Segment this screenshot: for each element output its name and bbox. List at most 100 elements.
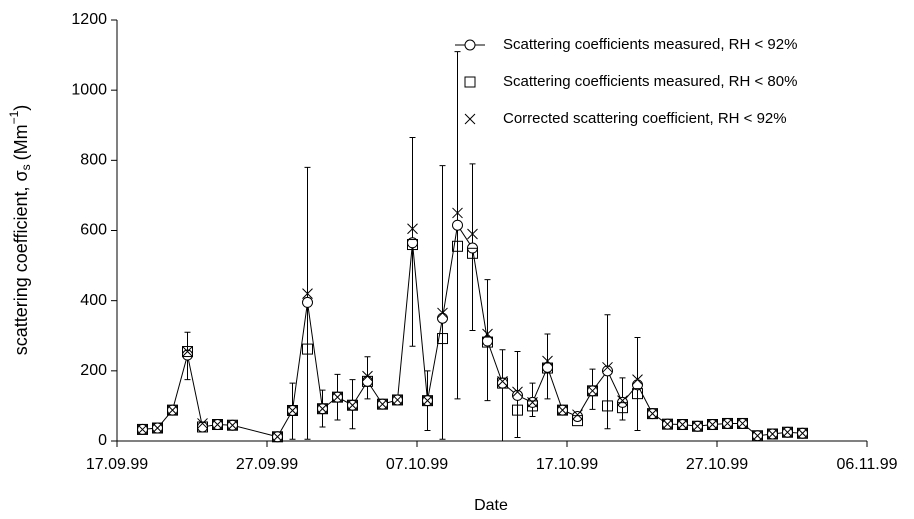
- square-marker: [557, 404, 568, 416]
- square-marker: [407, 239, 418, 251]
- square-marker: [332, 391, 343, 403]
- square-marker: [542, 362, 553, 374]
- square-marker: [617, 402, 628, 414]
- x-tick-label: 17.10.99: [536, 456, 598, 473]
- y-tick-label: 200: [80, 362, 107, 379]
- cross-marker: [617, 395, 628, 407]
- circle-marker: [437, 312, 448, 324]
- square-marker: [437, 333, 448, 345]
- cross-marker: [722, 418, 733, 429]
- cross-marker: [692, 420, 703, 432]
- legend-label: Scattering coefficients measured, RH < 9…: [503, 36, 797, 53]
- circle-marker: [452, 219, 463, 231]
- cross-marker: [497, 376, 508, 387]
- y-label-sup: −1: [7, 110, 21, 124]
- x-tick-label: 07.10.99: [386, 456, 448, 473]
- legend-label: Scattering coefficients measured, RH < 8…: [503, 73, 797, 90]
- x-tick-label: 27.10.99: [686, 456, 748, 473]
- square-marker: [512, 404, 523, 416]
- cross-marker: [677, 419, 688, 430]
- cross-marker: [377, 398, 388, 410]
- circle-marker: [572, 410, 583, 422]
- square-marker: [497, 377, 508, 389]
- error-bar: [499, 349, 506, 442]
- circle-marker: [512, 389, 523, 401]
- square-marker: [377, 398, 388, 410]
- cross-marker: [707, 419, 718, 430]
- square-marker: [677, 419, 688, 431]
- legend-marker: [464, 76, 476, 88]
- cross-marker: [737, 418, 748, 429]
- square-marker: [602, 400, 613, 412]
- y-tick-label: 800: [80, 152, 107, 169]
- cross-marker: [662, 418, 673, 430]
- square-marker: [167, 404, 178, 416]
- circle-marker: [362, 375, 373, 387]
- cross-marker: [602, 361, 613, 373]
- cross-marker: [467, 228, 478, 240]
- square-marker: [392, 394, 403, 406]
- cross-marker: [587, 385, 598, 397]
- square-marker: [467, 247, 478, 259]
- square-marker: [632, 388, 643, 400]
- x-tick-label: 27.09.99: [236, 456, 298, 473]
- square-marker: [482, 336, 493, 348]
- square-marker: [287, 404, 298, 416]
- cross-marker: [287, 405, 298, 416]
- square-marker: [737, 417, 748, 429]
- cross-marker: [752, 430, 763, 442]
- square-marker: [797, 427, 808, 439]
- cross-marker: [407, 223, 418, 235]
- square-marker: [452, 240, 463, 252]
- cross-marker: [572, 409, 583, 421]
- cross-marker: [557, 404, 568, 416]
- cross-marker: [512, 386, 523, 398]
- square-marker: [197, 421, 208, 433]
- square-marker: [587, 385, 598, 397]
- square-marker: [272, 431, 283, 443]
- cross-marker: [452, 207, 463, 219]
- cross-marker: [302, 288, 313, 300]
- square-marker: [227, 419, 238, 431]
- y-label-sub: s: [19, 164, 33, 170]
- y-label-unit: (Mm: [11, 124, 31, 160]
- square-marker: [692, 420, 703, 432]
- y-axis-label: scattering coefficient, σs (Mm−1): [7, 105, 33, 356]
- square-marker: [527, 400, 538, 412]
- square-marker: [422, 395, 433, 407]
- cross-marker: [632, 374, 643, 385]
- square-marker: [317, 403, 328, 415]
- x-tick-label: 06.11.99: [836, 456, 897, 473]
- cross-marker: [437, 307, 448, 319]
- cross-marker: [767, 428, 778, 440]
- square-marker: [137, 423, 148, 435]
- cross-marker: [152, 422, 163, 434]
- cross-marker: [227, 419, 238, 431]
- y-tick-label: 0: [98, 432, 107, 449]
- cross-marker: [527, 397, 538, 408]
- cross-marker: [197, 418, 208, 429]
- cross-marker: [362, 370, 373, 382]
- y-label-close: ): [11, 105, 31, 111]
- square-marker: [662, 418, 673, 430]
- square-marker: [347, 399, 358, 411]
- cross-marker: [212, 419, 223, 430]
- cross-marker: [317, 403, 328, 415]
- cross-marker: [542, 355, 553, 367]
- square-marker: [707, 419, 718, 431]
- square-marker: [752, 430, 763, 442]
- x-tick-label: 17.09.99: [86, 456, 148, 473]
- error-bar: [439, 165, 446, 440]
- square-marker: [767, 428, 778, 440]
- cross-marker: [782, 426, 793, 438]
- square-marker: [212, 419, 223, 431]
- legend-marker: [464, 39, 476, 51]
- y-tick-label: 1000: [71, 81, 107, 98]
- square-marker: [302, 343, 313, 355]
- cross-marker: [272, 431, 283, 443]
- square-marker: [572, 415, 583, 427]
- y-tick-label: 1200: [71, 11, 107, 28]
- circle-marker: [497, 377, 508, 389]
- y-tick-label: 600: [80, 222, 107, 239]
